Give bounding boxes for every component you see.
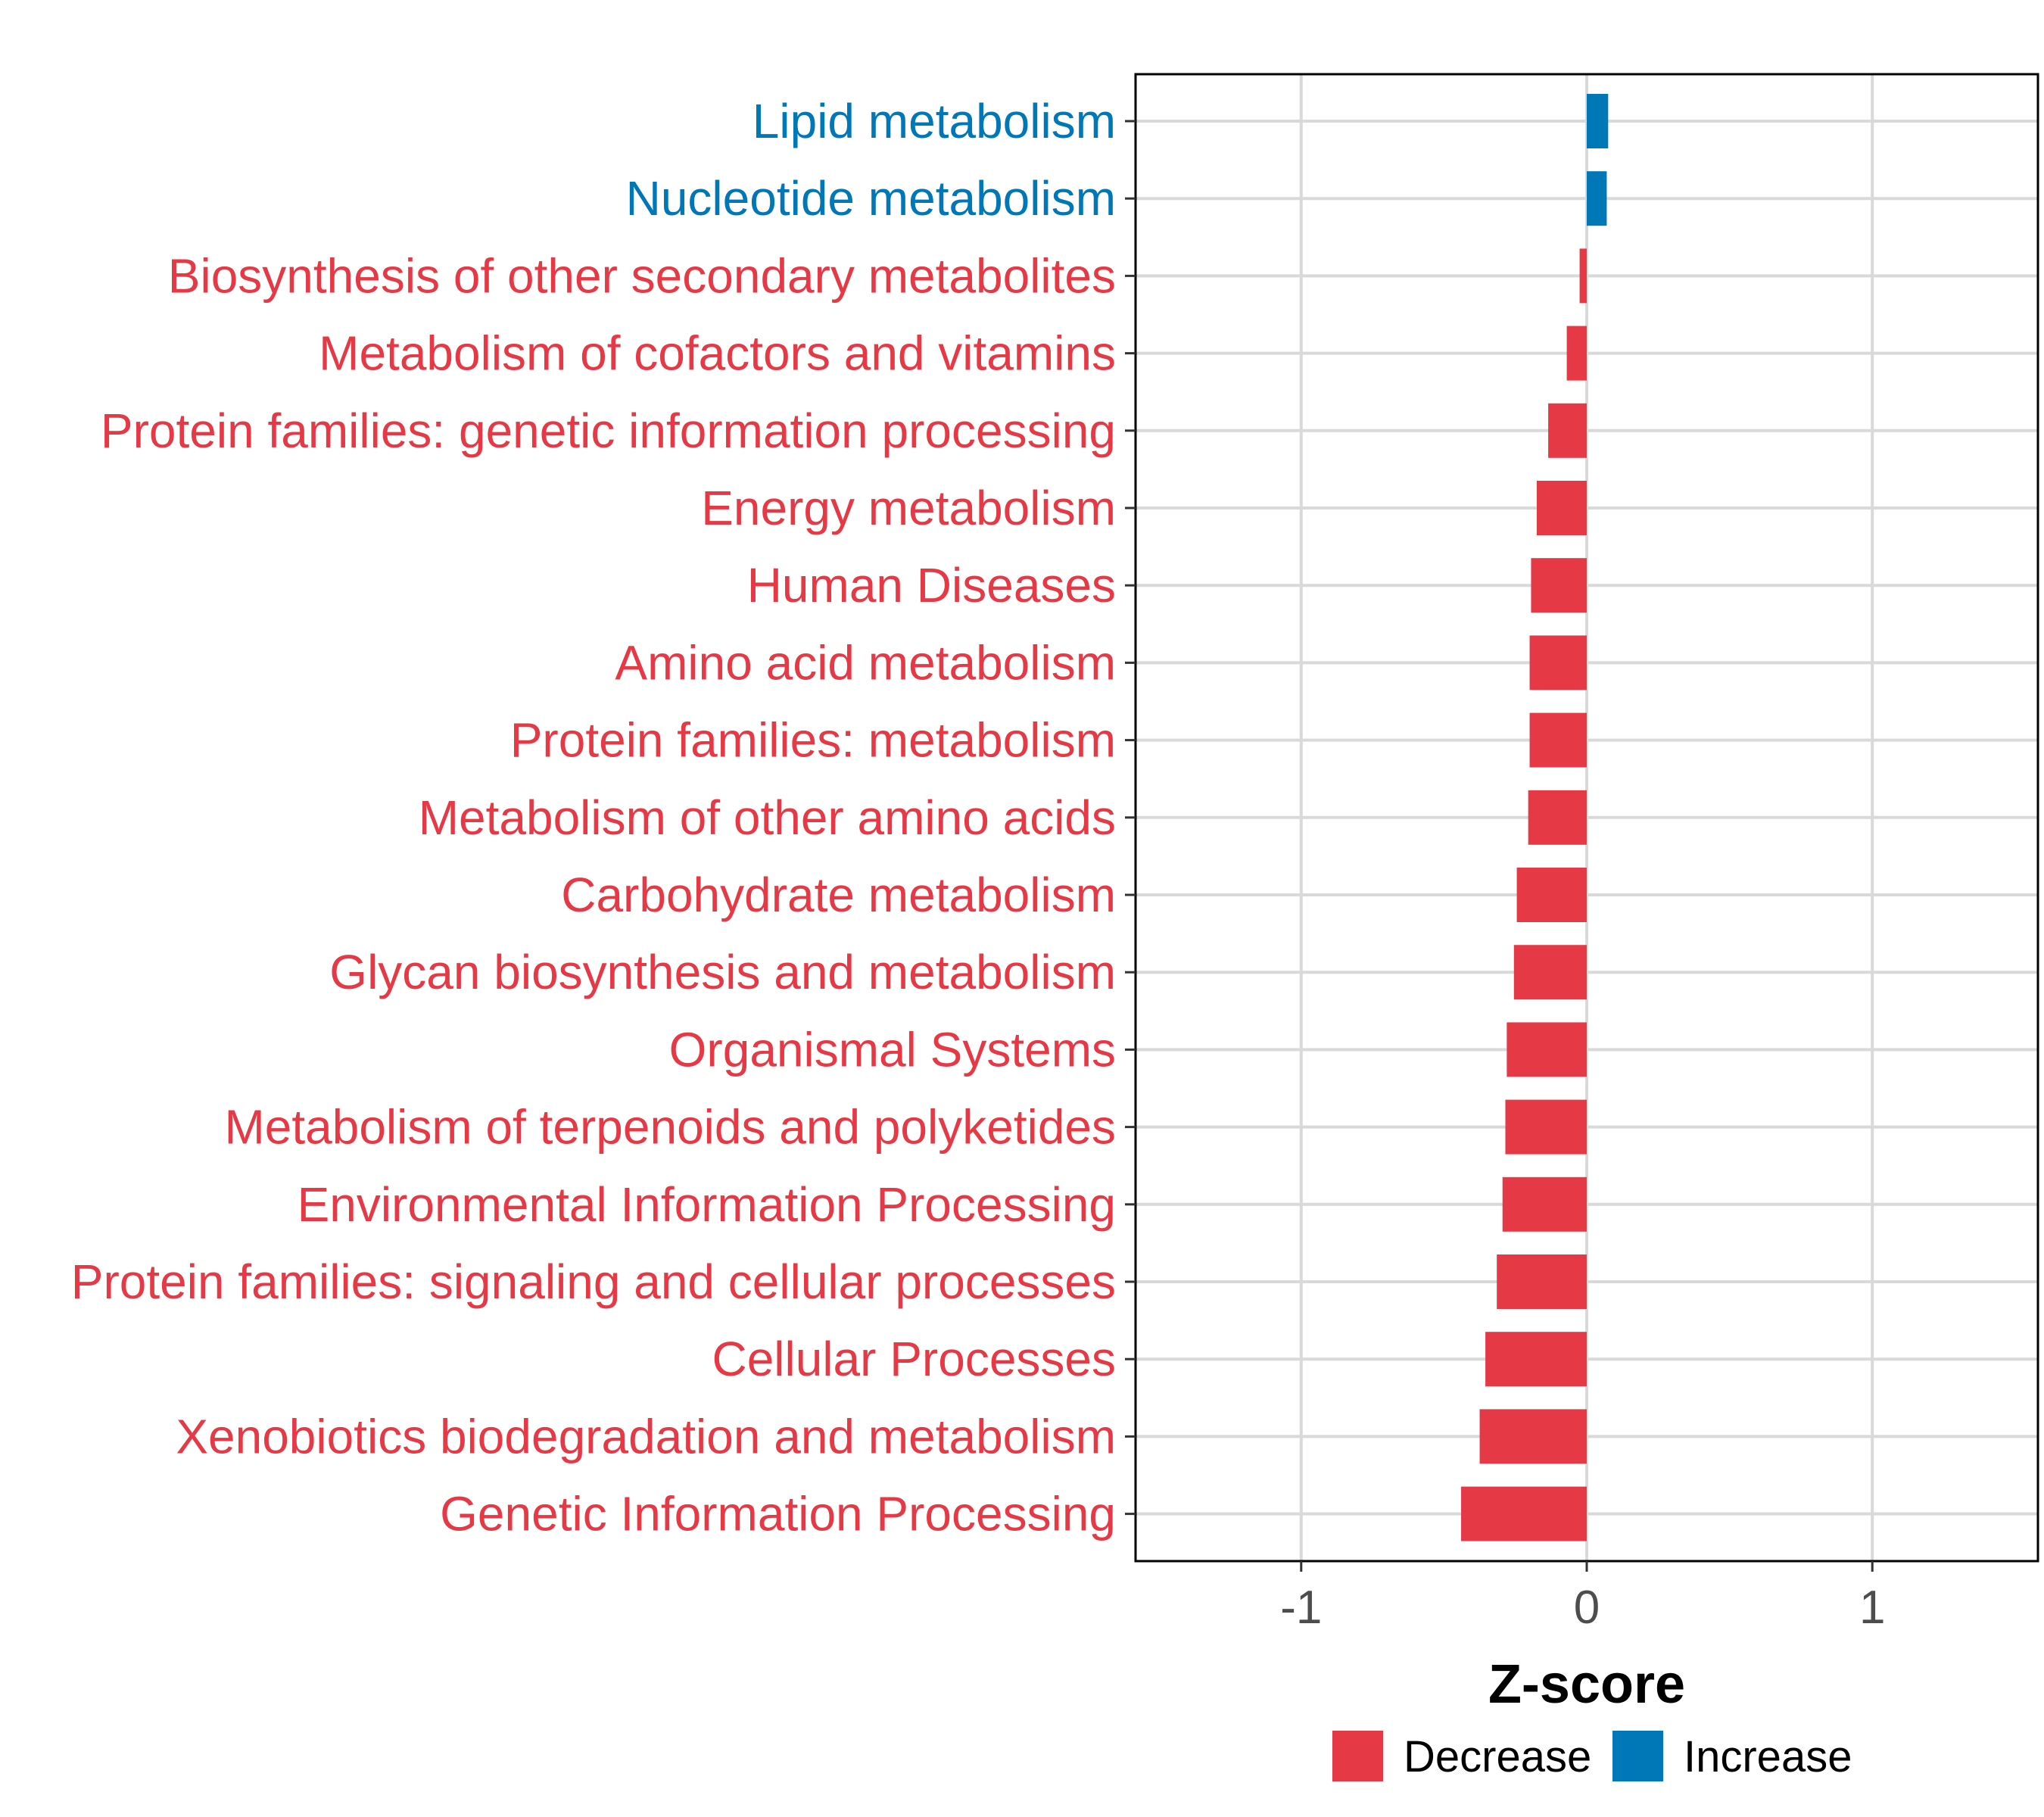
bar [1516,868,1587,922]
bar [1587,94,1609,148]
bar [1529,712,1587,768]
category-label: Glycan biosynthesis and metabolism [329,945,1116,999]
y-axis-ticks [1125,120,1136,1516]
x-tick-label: 0 [1574,1582,1600,1634]
bar [1536,481,1587,535]
category-label: Metabolism of terpenoids and polyketides [224,1100,1116,1155]
bar [1497,1254,1587,1309]
category-label: Human Diseases [747,558,1116,612]
bar [1479,1409,1587,1464]
bar [1513,945,1587,1000]
bars [1461,94,1609,1541]
legend: Decrease Increase [1332,1731,1852,1781]
legend-label-increase: Increase [1684,1732,1852,1781]
category-label: Metabolism of other amino acids [419,790,1116,845]
legend-key-increase [1612,1731,1663,1781]
x-axis-title: Z-score [1488,1654,1685,1715]
legend-key-decrease [1332,1731,1383,1781]
bar [1566,326,1587,381]
bar [1531,558,1587,613]
category-label: Xenobiotics biodegradation and metabolis… [176,1409,1116,1463]
bar [1485,1332,1587,1387]
category-label: Genetic Information Processing [440,1487,1116,1541]
category-label: Energy metabolism [701,481,1116,535]
category-label: Amino acid metabolism [615,635,1116,690]
bar [1587,171,1607,226]
category-label: Lipid metabolism [752,94,1116,148]
category-label: Protein families: signaling and cellular… [71,1254,1116,1309]
x-tick-label: 1 [1859,1582,1885,1634]
legend-label-decrease: Decrease [1404,1732,1591,1781]
bar [1502,1177,1587,1232]
category-label: Environmental Information Processing [298,1177,1116,1232]
y-axis-category-labels: Lipid metabolism Nucleotide metabolism Bio… [71,94,1116,1541]
category-label: Nucleotide metabolism [626,171,1116,226]
category-label: Metabolism of cofactors and vitamins [319,326,1116,381]
x-tick-label: -1 [1280,1582,1322,1634]
bar [1529,635,1587,690]
bar [1461,1486,1587,1541]
bar [1507,1022,1587,1077]
category-label: Protein families: metabolism [510,713,1116,768]
bar [1528,790,1587,845]
category-label: Protein families: genetic information pr… [101,404,1116,458]
bar [1548,403,1587,458]
x-axis-ticks: -1 0 1 [1280,1561,1885,1634]
category-label: Cellular Processes [712,1332,1116,1386]
category-label: Carbohydrate metabolism [561,868,1116,922]
category-label: Biosynthesis of other secondary metaboli… [168,248,1116,303]
category-label: Organismal Systems [669,1022,1116,1077]
bar [1579,248,1587,304]
bar [1505,1099,1587,1155]
